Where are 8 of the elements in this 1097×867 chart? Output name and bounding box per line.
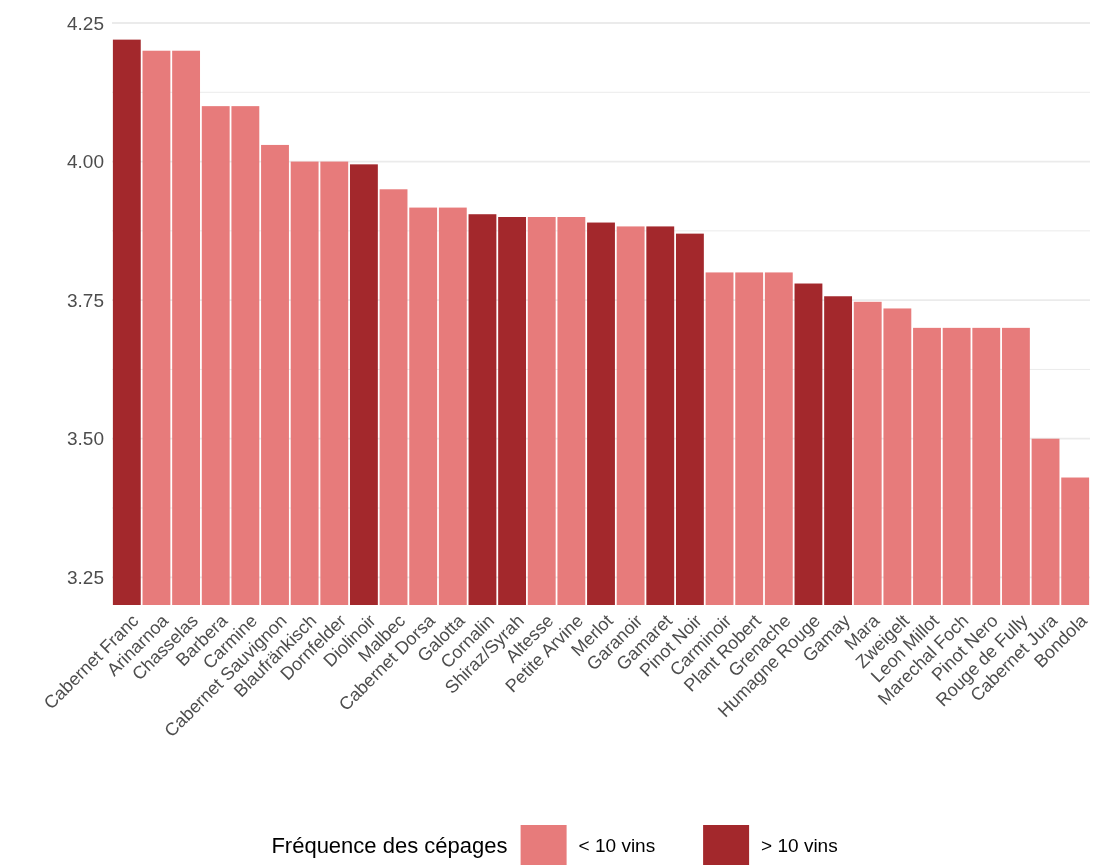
y-tick-label: 3.50: [67, 428, 104, 450]
y-tick-label: 3.25: [67, 566, 104, 588]
legend-label: > 10 vins: [761, 834, 838, 856]
y-tick-label: 4.25: [67, 12, 104, 34]
y-tick-label: 4.00: [67, 151, 104, 173]
legend-label: < 10 vins: [578, 834, 656, 856]
y-tick-label: 3.75: [67, 289, 104, 311]
legend-title: Fréquence des cépages: [271, 832, 508, 858]
